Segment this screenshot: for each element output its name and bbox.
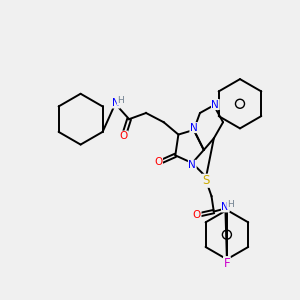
Text: H: H (227, 200, 234, 209)
Text: O: O (193, 210, 201, 220)
Text: N: N (190, 123, 198, 133)
Text: N: N (188, 160, 196, 170)
Text: O: O (154, 157, 163, 166)
Text: S: S (202, 174, 210, 187)
Text: N: N (112, 98, 120, 108)
Text: H: H (117, 96, 124, 105)
Text: F: F (224, 257, 230, 270)
Text: N: N (221, 202, 229, 212)
Text: N: N (212, 100, 219, 110)
Text: O: O (120, 131, 128, 141)
